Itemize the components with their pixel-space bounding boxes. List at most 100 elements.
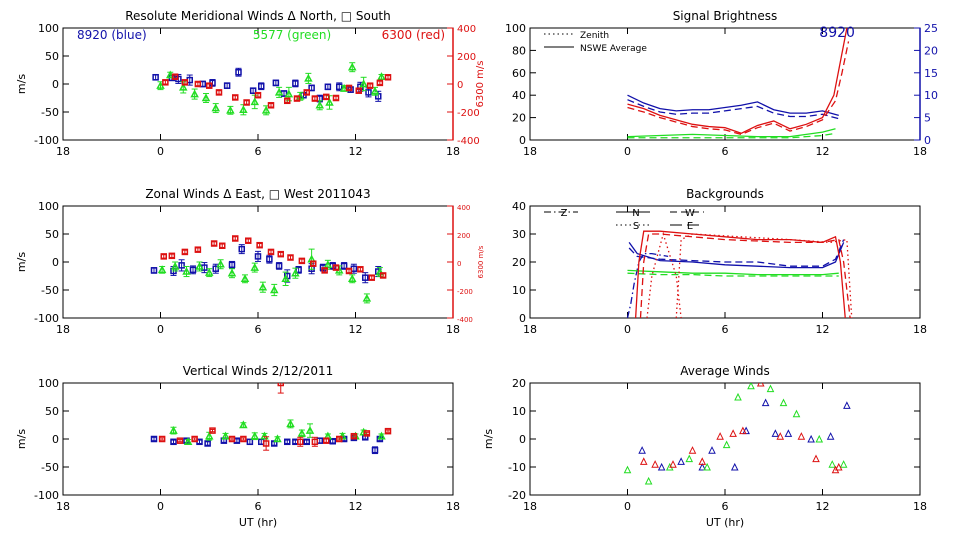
average-point [698,462,707,471]
meridional-point [165,70,175,79]
meridional-point [366,82,374,89]
brightness-xtick-label: 18 [523,145,537,158]
zonal-point [345,267,353,275]
backgrounds-xtick-label: 12 [816,323,830,336]
vertical-title: Vertical Winds 2/12/2011 [183,364,334,378]
meridional-y2tick-label: 400 [457,24,476,35]
meridional-point [258,82,265,90]
average-point [722,440,731,449]
zonal-y2tick-label: 200 [457,232,470,240]
meridional-point [162,79,169,86]
average-point [828,460,837,468]
average-point [834,462,843,471]
average-point [708,446,716,454]
backgrounds-ytick-label: 0 [519,312,526,325]
meridional-point [226,105,235,114]
average-point [839,460,848,468]
meridional-legend-text: 5577 (green) [253,28,331,42]
zonal-ytick-label: 0 [52,256,59,269]
meridional-point [171,73,179,80]
meridional-point [239,105,248,114]
backgrounds-data [626,230,853,318]
average-point [756,383,765,387]
vertical-point [260,431,269,440]
brightness-series-line [627,41,850,136]
vertical-point [240,435,247,443]
vertical-xtick-label: 0 [157,500,164,513]
meridional-ytick-label: 50 [45,50,59,63]
meridional-point [308,84,315,92]
backgrounds-series-line [639,233,851,318]
brightness-series-line [627,94,839,116]
brightness-ytick-label: 20 [512,112,526,125]
average-point [644,476,653,485]
backgrounds-series-line [675,233,853,318]
meridional-point [178,82,188,91]
meridional-point [284,97,291,105]
average-xtick-label: 18 [913,500,927,513]
average-point [639,457,648,465]
vertical-point [170,438,177,446]
average-title: Average Winds [680,364,770,378]
zonal-point [254,253,262,260]
vertical-point [262,440,270,447]
meridional-point [190,89,199,98]
vertical-point [323,437,330,444]
zonal-point [256,241,263,249]
average-axes-box [529,382,921,496]
backgrounds-series-line [628,239,845,267]
zonal-point [238,245,245,253]
zonal-data [150,235,387,304]
zonal-xtick-label: 12 [349,323,363,336]
zonal-point [182,266,191,275]
brightness-y2tick-label: 20 [924,44,938,57]
meridional-point [355,87,362,94]
meridional-y2tick-label: 200 [457,52,476,63]
zonal-point [269,285,279,294]
vertical-point [336,435,343,443]
zonal-y2label: 6300 m/s [477,245,485,278]
average-point [812,454,820,463]
average-ytick-label: 20 [512,377,526,390]
zonal-point [332,264,340,271]
vertical-point [158,435,166,443]
vertical-point [204,440,211,447]
brightness-y2tick-label: 5 [924,112,931,125]
meridional-y2label: 6300 m/s [475,61,486,108]
brightness-y2tick-label: 10 [924,89,938,102]
zonal-y2tick-label: -400 [457,316,473,324]
vertical-point [329,437,336,445]
zonal-ytick-label: -100 [34,312,59,325]
zonal-point [357,266,364,273]
meridional-point [325,97,334,106]
zonal-point [210,240,218,247]
zonal-point [362,293,372,302]
brightness-xtick-label: 6 [722,145,729,158]
brightness-ytick-label: 100 [505,22,526,35]
zonal-point [245,237,252,244]
brightness-y2tick-label: 0 [924,134,931,147]
average-point [807,434,815,443]
zonal-panel: Zonal Winds Δ East, □ West 2011043 18 0 6 12… [15,187,485,336]
vertical-point [221,431,230,440]
brightness-data [627,28,850,139]
backgrounds-series-line [627,269,839,276]
meridional-point [267,102,275,109]
meridional-point [323,93,330,101]
zonal-xtick-label: 0 [157,323,164,336]
zonal-point [240,274,250,283]
meridional-ytick-label: -50 [41,106,59,119]
vertical-xtick-label: 12 [349,500,363,513]
brightness-xtick-label: 0 [624,145,631,158]
meridional-point [235,68,242,76]
backgrounds-ytick-label: 30 [512,228,526,241]
average-point [730,462,739,471]
zonal-point [347,274,357,283]
vertical-ytick-label: 100 [38,377,59,390]
backgrounds-legend-label: E [687,221,693,232]
meridional-point [339,83,349,92]
zonal-point [219,242,226,250]
average-point [657,462,666,471]
zonal-xtick-label: 18 [56,323,70,336]
vertical-point [183,437,193,446]
